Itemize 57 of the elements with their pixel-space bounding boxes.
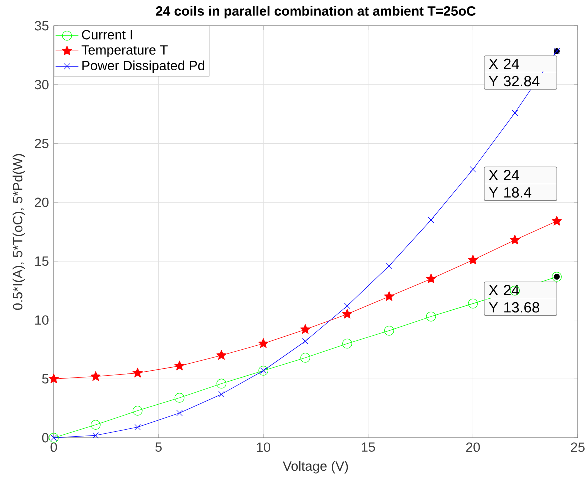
- point: [384, 326, 394, 336]
- annotation: X 24: [489, 58, 520, 70]
- point: [342, 338, 352, 349]
- point: [174, 393, 185, 403]
- annotation: Y 18.4: [489, 187, 532, 198]
- point: [134, 424, 141, 431]
- annotation: Y 32.84: [489, 76, 540, 87]
- point: [216, 350, 227, 360]
- point: [512, 110, 518, 116]
- x-tick-label: 25: [571, 442, 585, 452]
- y-tick-label: 5: [42, 374, 49, 384]
- point: [90, 420, 101, 430]
- y-tick-label: 15: [35, 256, 49, 266]
- y-tick-label: 25: [35, 139, 49, 148]
- annotation: X 24: [489, 170, 520, 180]
- point: [386, 263, 392, 270]
- x-tick-label: 0: [50, 442, 58, 452]
- point: [258, 338, 269, 348]
- point: [174, 360, 185, 371]
- y-tick-label: 20: [35, 198, 49, 208]
- point: [218, 391, 225, 398]
- point: [468, 254, 478, 265]
- x-tick-label: 5: [156, 442, 162, 452]
- point: [428, 217, 434, 224]
- y-tick-label: 35: [34, 21, 49, 31]
- y-tick-label: 10: [35, 316, 49, 326]
- point: [384, 291, 394, 302]
- point: [468, 298, 478, 309]
- point: [342, 309, 353, 319]
- chart-title: 24 coils in parallel combination at ambient T=25oC: [156, 6, 476, 19]
- legend-label: Current I: [82, 30, 132, 40]
- point: [426, 274, 436, 284]
- point: [300, 324, 311, 334]
- legend-label: Power Dissipated Pd: [82, 60, 204, 74]
- x-tick-label: 15: [362, 442, 376, 452]
- point: [176, 410, 183, 416]
- point: [216, 378, 227, 389]
- point: [470, 166, 476, 173]
- point: [132, 368, 143, 378]
- x-tick-label: 10: [257, 442, 270, 452]
- y-tick-label: 30: [34, 80, 49, 90]
- point: [92, 432, 100, 439]
- point: [90, 371, 102, 382]
- point: [552, 216, 562, 226]
- point: [344, 303, 351, 310]
- point: [510, 234, 520, 245]
- point: [300, 353, 310, 363]
- y-axis-title: 0.5*I(A), 5*T(oC), 5*Pd(W): [12, 154, 26, 310]
- legend-label: Temperature T: [82, 46, 168, 58]
- x-axis-title: Voltage (V): [283, 461, 348, 474]
- point: [132, 406, 143, 416]
- point: [426, 312, 436, 322]
- y-tick-label: 0: [42, 433, 49, 443]
- point: [302, 338, 309, 345]
- annotation: Y 13.68: [489, 302, 540, 313]
- point: [48, 374, 60, 384]
- x-tick-label: 20: [466, 442, 480, 452]
